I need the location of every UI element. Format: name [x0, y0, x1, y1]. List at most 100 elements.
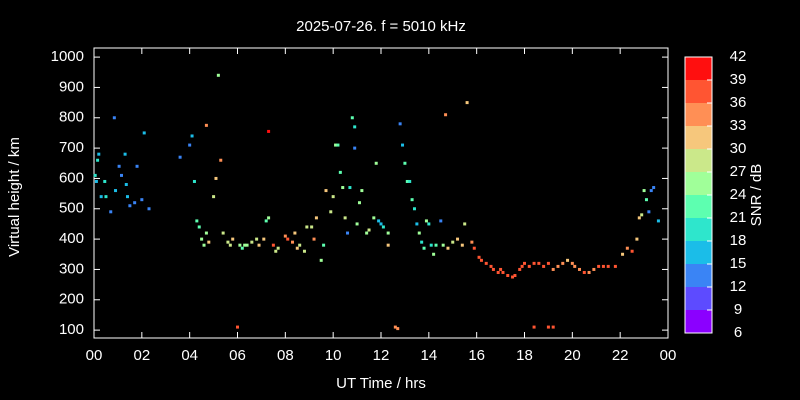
- point: [96, 158, 100, 162]
- x-tick-label: 12: [373, 347, 390, 364]
- point: [523, 261, 526, 265]
- y-tick-label: 100: [59, 321, 84, 338]
- point: [561, 261, 565, 265]
- y-tick-label: 400: [59, 230, 84, 247]
- point: [412, 207, 416, 211]
- point: [243, 243, 247, 247]
- point: [314, 216, 318, 220]
- x-tick-label: 04: [181, 347, 198, 364]
- point: [238, 243, 242, 247]
- point: [415, 222, 419, 226]
- y-tick-label: 1000: [51, 48, 84, 65]
- point: [484, 261, 488, 265]
- point: [353, 146, 357, 150]
- point: [635, 237, 639, 241]
- point: [357, 201, 361, 205]
- point: [286, 237, 290, 241]
- point: [125, 195, 129, 199]
- point: [271, 243, 275, 247]
- colorbar-band: [685, 218, 712, 241]
- point: [99, 195, 103, 199]
- point: [396, 327, 400, 331]
- point: [506, 274, 510, 278]
- point: [656, 219, 660, 223]
- point: [147, 207, 151, 211]
- point: [372, 216, 376, 220]
- point: [202, 243, 206, 247]
- point: [310, 225, 314, 229]
- point: [592, 267, 596, 271]
- point: [236, 325, 239, 329]
- point: [518, 267, 522, 271]
- colorbar-label: SNR / dB: [748, 164, 765, 227]
- point: [403, 161, 407, 165]
- point: [446, 246, 450, 250]
- point: [551, 267, 555, 271]
- point: [444, 113, 448, 117]
- point: [319, 258, 323, 262]
- x-tick-label: 16: [468, 347, 485, 364]
- point: [652, 186, 656, 190]
- colorbar-band: [685, 241, 712, 264]
- point: [312, 237, 316, 241]
- point: [582, 270, 586, 274]
- x-tick-label: 22: [612, 347, 629, 364]
- point: [188, 143, 192, 147]
- point: [178, 155, 182, 159]
- point: [117, 164, 121, 168]
- point: [463, 222, 467, 226]
- point: [204, 231, 208, 235]
- point: [630, 249, 634, 253]
- point: [365, 231, 369, 235]
- point: [479, 258, 483, 262]
- x-tick-label: 00: [660, 347, 677, 364]
- point: [408, 179, 412, 183]
- point: [93, 173, 97, 177]
- point: [228, 243, 232, 247]
- point: [551, 325, 555, 329]
- point: [334, 143, 338, 147]
- point: [499, 267, 503, 271]
- point: [377, 219, 381, 223]
- point: [451, 240, 455, 244]
- x-axis-label: UT Time / hrs: [336, 375, 426, 392]
- point: [353, 125, 357, 129]
- point: [570, 261, 574, 265]
- point: [219, 158, 223, 162]
- colorbar-tick-label: 24: [730, 186, 747, 203]
- point: [192, 179, 196, 183]
- point: [381, 225, 385, 229]
- point: [441, 243, 445, 247]
- point: [97, 152, 101, 156]
- point: [264, 219, 268, 223]
- x-tick-label: 06: [229, 347, 246, 364]
- colorbar-band: [685, 172, 712, 195]
- colorbar-band: [685, 80, 712, 103]
- colorbar-tick-label: 21: [730, 209, 747, 226]
- point: [429, 243, 433, 247]
- point: [112, 116, 116, 120]
- point: [212, 195, 216, 199]
- colorbar-tick-label: 15: [730, 255, 747, 272]
- colorbar-tick-label: 42: [730, 48, 747, 65]
- point: [460, 243, 464, 247]
- colorbar-tick-label: 12: [730, 278, 747, 295]
- point: [338, 170, 342, 174]
- point: [520, 264, 524, 268]
- point: [496, 270, 500, 274]
- point: [393, 325, 397, 329]
- point: [216, 73, 220, 77]
- point: [207, 240, 211, 244]
- point: [195, 219, 199, 223]
- point: [322, 243, 326, 247]
- colorbar-band: [685, 126, 712, 149]
- point: [257, 243, 261, 247]
- y-axis-label: Virtual height / km: [6, 137, 23, 257]
- point: [427, 222, 431, 226]
- point: [546, 325, 550, 329]
- point: [267, 129, 271, 133]
- point: [348, 186, 352, 190]
- point: [255, 237, 259, 241]
- point: [649, 189, 653, 193]
